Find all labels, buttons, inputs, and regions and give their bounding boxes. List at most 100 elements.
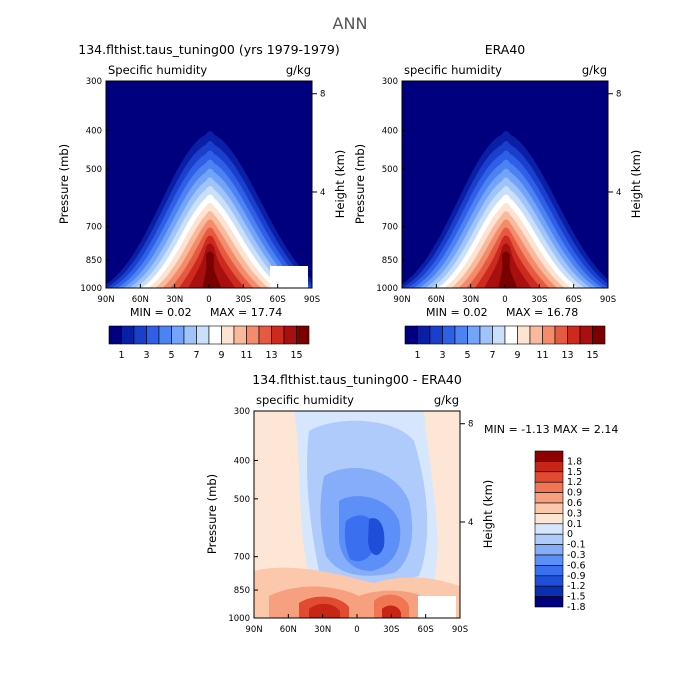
colorbar-label: 7 [193,350,199,361]
panel-title: ERA40 [485,42,526,57]
colorbar-swatch [479,325,493,345]
colorbar-swatch [534,596,564,608]
x-tick-label: 90N [245,625,262,635]
colorbar: 1.81.51.20.90.60.30.10-0.1-0.3-0.6-0.9-1… [534,450,586,613]
colorbar-swatch [504,325,518,345]
colorbar-swatch [534,585,564,597]
y2-tick-label: 8 [616,90,621,100]
colorbar-label: 5 [464,350,470,361]
y-tick-label: 850 [86,256,102,266]
colorbar-swatch [534,544,564,556]
colorbar-swatch [283,325,297,345]
colorbar-swatch [534,492,564,504]
y2-tick-label: 8 [468,420,473,430]
y-tick-label: 700 [86,223,102,233]
colorbar-swatch [108,325,122,345]
contour-band [202,251,222,288]
colorbar-swatch [258,325,272,345]
colorbar-swatch [534,502,564,514]
colorbar-swatch [529,325,543,345]
colorbar-label: 7 [489,350,495,361]
colorbar-swatch [133,325,147,345]
colorbar-label: 1.8 [567,456,582,467]
colorbar-swatch [467,325,481,345]
colorbar-label: 13 [265,350,277,361]
y2-tick-label: 4 [468,518,473,528]
colorbar-label: 11 [536,350,548,361]
colorbar-label: -0.6 [567,560,586,571]
x-tick-label: 30S [235,295,251,305]
contour-band [309,603,340,618]
colorbar-swatch [534,565,564,577]
colorbar-label: 3 [143,350,149,361]
colorbar-swatch [183,325,197,345]
contour-field [254,411,460,618]
y-tick-label: 300 [234,407,250,417]
colorbar-swatch [158,325,172,345]
colorbar-swatch [296,325,310,345]
colorbar-label: 0 [567,529,573,540]
colorbar-label: 0.3 [567,508,582,519]
colorbar-swatch [171,325,185,345]
colorbar-label: 3 [439,350,445,361]
contour-field [106,81,312,288]
colorbar-label: 15 [586,350,598,361]
colorbar-swatch [442,325,456,345]
units-label: g/kg [582,63,607,77]
contour-band [382,605,401,618]
contour-band [368,518,385,556]
colorbar-label: 11 [240,350,252,361]
colorbar-swatch [534,461,564,473]
colorbar-label: 9 [514,350,520,361]
x-tick-label: 90N [97,295,114,305]
panel-difference: 134.flthist.taus_tuning00 - ERA40 specif… [205,372,618,635]
x-tick-label: 90S [452,625,468,635]
colorbar-swatch [534,481,564,493]
y-tick-label: 400 [382,126,398,136]
y2-tick-label: 4 [616,188,621,198]
y-axis-title: Pressure (mb) [353,144,367,224]
colorbar-swatch [534,523,564,535]
colorbar-swatch [417,325,431,345]
colorbar-swatch [592,325,606,345]
panel-title: 134.flthist.taus_tuning00 (yrs 1979-1979… [78,42,340,57]
colorbar-swatch [534,513,564,525]
colorbar-swatch [534,554,564,566]
y-axis-title: Pressure (mb) [205,474,219,554]
colorbar-swatch [429,325,443,345]
colorbar-label: 1 [118,350,124,361]
colorbar: 1 3 5 7 9 11 13 15 [108,325,310,361]
min-value: MIN = 0.02 [130,306,192,319]
x-tick-label: 60N [280,625,297,635]
colorbar-swatch [233,325,247,345]
y-tick-label: 300 [382,77,398,87]
colorbar-swatch [567,325,581,345]
colorbar-swatch [492,325,506,345]
colorbar-swatch [554,325,568,345]
y2-axis-title: Height (km) [629,150,643,219]
y2-axis-title: Height (km) [481,480,495,549]
y-tick-label: 850 [234,586,250,596]
x-tick-label: 30N [314,625,331,635]
colorbar-label: -0.1 [567,540,586,551]
colorbar-swatch [534,533,564,545]
x-tick-label: 0 [502,295,507,305]
y2-axis-title: Height (km) [333,150,347,219]
units-label: g/kg [286,63,311,77]
x-tick-label: 60N [428,295,445,305]
variable-label: specific humidity [404,63,502,77]
colorbar-swatch [534,471,564,483]
variable-label: Specific humidity [108,63,207,77]
missing-data-patch [418,596,456,618]
y-tick-label: 400 [234,456,250,466]
x-tick-label: 90S [600,295,616,305]
colorbar-label: 15 [290,350,302,361]
colorbar-label: 5 [168,350,174,361]
y-tick-label: 1000 [80,284,102,294]
x-tick-label: 30N [166,295,183,305]
colorbar-swatch [121,325,135,345]
min-value: MIN = 0.02 [426,306,488,319]
colorbar-swatch [404,325,418,345]
x-tick-label: 90N [393,295,410,305]
